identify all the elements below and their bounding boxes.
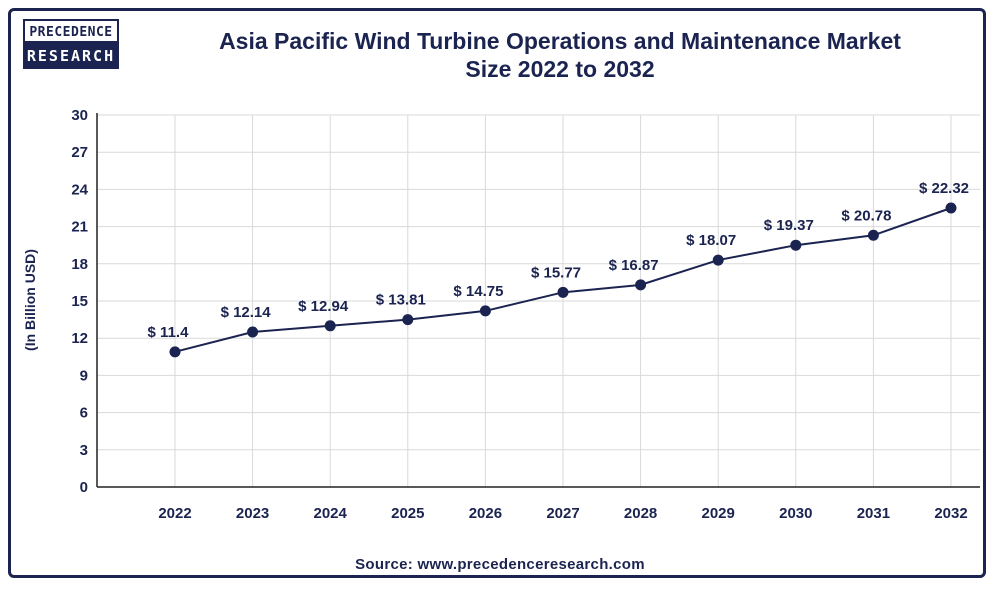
chart-title-line-1: Asia Pacific Wind Turbine Operations and… <box>219 28 901 54</box>
data-point <box>479 305 491 317</box>
chart-title: Asia Pacific Wind Turbine Operations and… <box>160 27 960 83</box>
x-tick-label: 2029 <box>702 505 735 522</box>
x-tick-label: 2026 <box>469 505 502 522</box>
data-point <box>402 314 414 326</box>
x-tick-label: 2024 <box>314 505 348 522</box>
y-tick-label: 30 <box>71 107 88 124</box>
data-point <box>945 202 957 214</box>
data-point <box>247 326 259 338</box>
y-tick-label: 12 <box>71 330 88 347</box>
data-point <box>557 286 569 298</box>
x-tick-label: 2027 <box>546 505 579 522</box>
data-point <box>324 320 336 332</box>
x-tick-label: 2028 <box>624 505 657 522</box>
y-tick-label: 0 <box>80 479 88 496</box>
data-label: $ 12.14 <box>221 304 272 321</box>
x-tick-label: 2030 <box>779 505 812 522</box>
x-tick-label: 2022 <box>158 505 191 522</box>
y-tick-label: 21 <box>71 219 88 236</box>
data-label: $ 20.78 <box>841 207 891 224</box>
x-tick-label: 2025 <box>391 505 424 522</box>
x-tick-label: 2023 <box>236 505 269 522</box>
data-label: $ 14.75 <box>453 283 503 300</box>
chart-frame <box>8 8 986 578</box>
data-point <box>712 254 724 266</box>
y-tick-label: 6 <box>80 405 88 422</box>
data-label: $ 19.37 <box>764 217 814 234</box>
y-tick-label: 3 <box>80 442 88 459</box>
y-tick-label: 24 <box>71 181 88 198</box>
logo-line-1: PRECEDENCE <box>23 19 119 43</box>
y-tick-label: 27 <box>71 144 88 161</box>
x-tick-label: 2031 <box>857 505 890 522</box>
data-label: $ 13.81 <box>376 292 426 309</box>
data-point <box>790 239 802 251</box>
x-tick-label: 2032 <box>934 505 967 522</box>
data-point <box>169 346 181 358</box>
chart-title-line-2: Size 2022 to 2032 <box>465 56 655 82</box>
y-tick-label: 18 <box>71 256 88 273</box>
data-label: $ 16.87 <box>609 257 659 274</box>
logo-line-2: RESEARCH <box>23 43 119 69</box>
data-point <box>635 279 647 291</box>
data-label: $ 12.94 <box>298 298 349 315</box>
data-label: $ 22.32 <box>919 180 969 197</box>
data-label: $ 15.77 <box>531 264 581 281</box>
y-tick-label: 15 <box>71 293 88 310</box>
source-text: Source: www.precedenceresearch.com <box>355 556 645 573</box>
precedence-research-logo: PRECEDENCE RESEARCH <box>23 19 119 71</box>
data-point <box>867 229 879 241</box>
data-label: $ 18.07 <box>686 232 736 249</box>
y-tick-label: 9 <box>80 367 88 384</box>
data-label: $ 11.4 <box>148 324 190 341</box>
